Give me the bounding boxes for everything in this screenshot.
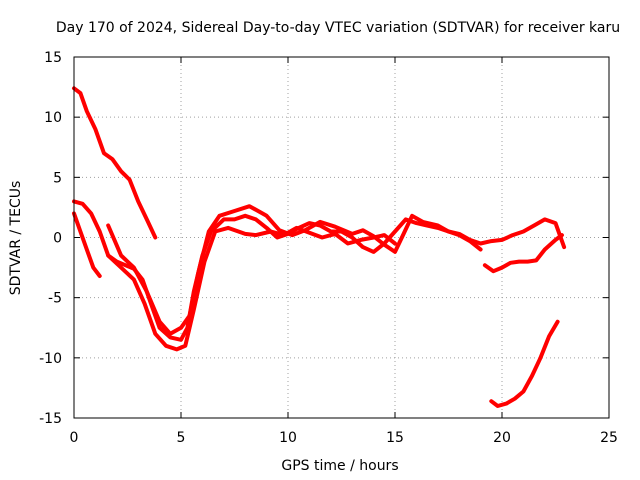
axis-ticks: 0 5 10 15 20 25 -15 -10 -5 0 5 10 15 bbox=[39, 50, 618, 446]
series-line-track-5 bbox=[106, 225, 397, 352]
x-tick-label: 5 bbox=[177, 430, 186, 446]
series-line-track-6 bbox=[482, 233, 564, 274]
y-tick-label: -5 bbox=[48, 291, 62, 307]
x-tick-label: 20 bbox=[493, 430, 511, 446]
y-tick-label: -15 bbox=[39, 411, 62, 427]
y-tick-label: 5 bbox=[53, 170, 62, 186]
chart-title: Day 170 of 2024, Sidereal Day-to-day VTE… bbox=[56, 20, 620, 36]
x-tick-label: 15 bbox=[386, 430, 404, 446]
series-line-track-7 bbox=[489, 319, 560, 408]
x-tick-label: 10 bbox=[279, 430, 297, 446]
series-line-track-2 bbox=[72, 211, 102, 278]
x-tick-label: 25 bbox=[600, 430, 618, 446]
series-line-track-4 bbox=[106, 204, 483, 336]
x-axis-label: GPS time / hours bbox=[281, 458, 398, 474]
x-tick-label: 0 bbox=[70, 430, 79, 446]
series-line-track-1 bbox=[72, 86, 158, 240]
y-tick-label: -10 bbox=[39, 351, 62, 367]
y-tick-label: 10 bbox=[44, 110, 62, 126]
data-series bbox=[72, 86, 567, 408]
y-axis-label: SDTVAR / TECUs bbox=[8, 181, 24, 296]
grid-lines bbox=[74, 57, 609, 418]
y-tick-label: 15 bbox=[44, 50, 62, 66]
y-tick-label: 0 bbox=[53, 231, 62, 247]
